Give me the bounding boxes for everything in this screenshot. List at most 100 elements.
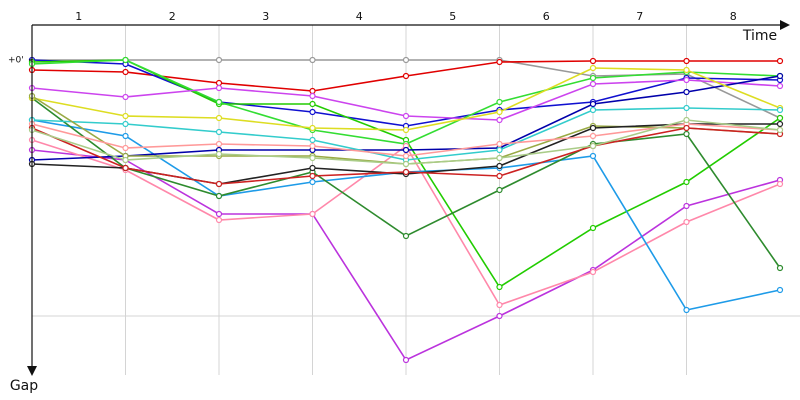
x-tick-label: 8 bbox=[730, 10, 737, 23]
x-tick-label: 3 bbox=[262, 10, 269, 23]
point bbox=[309, 56, 316, 64]
point bbox=[589, 100, 597, 108]
point bbox=[589, 142, 597, 150]
point bbox=[402, 160, 410, 168]
point bbox=[589, 57, 597, 65]
point bbox=[496, 58, 503, 66]
point bbox=[309, 142, 316, 150]
point bbox=[215, 216, 223, 224]
point bbox=[309, 172, 316, 180]
x-tick-label: 5 bbox=[449, 10, 456, 23]
point bbox=[309, 100, 316, 108]
point bbox=[776, 126, 784, 134]
x-tick-label: 2 bbox=[169, 10, 176, 23]
point bbox=[215, 114, 223, 122]
point bbox=[589, 80, 597, 88]
point bbox=[776, 286, 784, 294]
point bbox=[589, 64, 597, 72]
point bbox=[776, 57, 784, 65]
point bbox=[402, 126, 410, 134]
y-tick-label: +0' bbox=[8, 56, 24, 66]
point bbox=[776, 120, 784, 128]
point bbox=[683, 178, 690, 186]
point bbox=[122, 68, 129, 76]
point bbox=[215, 98, 223, 106]
point bbox=[496, 172, 503, 180]
point bbox=[589, 74, 597, 82]
point bbox=[309, 124, 316, 132]
point bbox=[309, 178, 316, 186]
point bbox=[776, 72, 784, 80]
point bbox=[309, 92, 316, 100]
point bbox=[122, 112, 129, 120]
point bbox=[496, 116, 503, 124]
point bbox=[683, 130, 690, 138]
point bbox=[215, 56, 223, 64]
point bbox=[122, 132, 129, 140]
point bbox=[683, 88, 690, 96]
point bbox=[402, 72, 410, 80]
point bbox=[309, 108, 316, 116]
point bbox=[215, 150, 223, 158]
point bbox=[122, 156, 129, 164]
point bbox=[683, 124, 690, 132]
x-tick-label: 1 bbox=[75, 10, 82, 23]
point bbox=[496, 312, 503, 320]
point bbox=[683, 306, 690, 314]
point bbox=[683, 66, 690, 74]
point bbox=[122, 120, 129, 128]
point bbox=[589, 268, 597, 276]
point bbox=[309, 87, 316, 95]
point bbox=[309, 136, 316, 144]
point bbox=[496, 186, 503, 194]
point bbox=[496, 108, 503, 116]
point bbox=[496, 154, 503, 162]
point bbox=[589, 224, 597, 232]
x-tick-label: 6 bbox=[543, 10, 550, 23]
point bbox=[122, 56, 129, 64]
point bbox=[122, 144, 129, 152]
point bbox=[402, 146, 410, 154]
point bbox=[215, 140, 223, 148]
point bbox=[683, 76, 690, 84]
point bbox=[776, 114, 784, 122]
point bbox=[215, 180, 223, 188]
point bbox=[309, 210, 316, 218]
point bbox=[215, 79, 223, 87]
point bbox=[215, 84, 223, 92]
x-axis-title: Time bbox=[742, 28, 777, 44]
point bbox=[589, 124, 597, 132]
point bbox=[215, 210, 223, 218]
point bbox=[402, 112, 410, 120]
point bbox=[776, 106, 784, 114]
point bbox=[402, 56, 410, 64]
point bbox=[496, 162, 503, 170]
point bbox=[309, 164, 316, 172]
point bbox=[402, 152, 410, 160]
point bbox=[496, 283, 503, 291]
point bbox=[776, 180, 784, 188]
point bbox=[683, 116, 690, 124]
point bbox=[683, 57, 690, 65]
point bbox=[402, 356, 410, 364]
point bbox=[496, 98, 503, 106]
point bbox=[776, 264, 784, 272]
x-tick-label: 4 bbox=[356, 10, 363, 23]
point bbox=[589, 106, 597, 114]
x-axis-arrow bbox=[780, 20, 790, 30]
x-tick-label: 7 bbox=[636, 10, 643, 23]
point bbox=[215, 128, 223, 136]
point bbox=[122, 93, 129, 101]
point bbox=[496, 301, 503, 309]
point bbox=[776, 82, 784, 90]
y-axis-title: Gap bbox=[10, 378, 38, 394]
point bbox=[683, 202, 690, 210]
point bbox=[122, 164, 129, 172]
point bbox=[683, 104, 690, 112]
point bbox=[589, 132, 597, 140]
point bbox=[589, 152, 597, 160]
point bbox=[402, 168, 410, 176]
point bbox=[496, 140, 503, 148]
y-axis-arrow bbox=[27, 366, 37, 376]
